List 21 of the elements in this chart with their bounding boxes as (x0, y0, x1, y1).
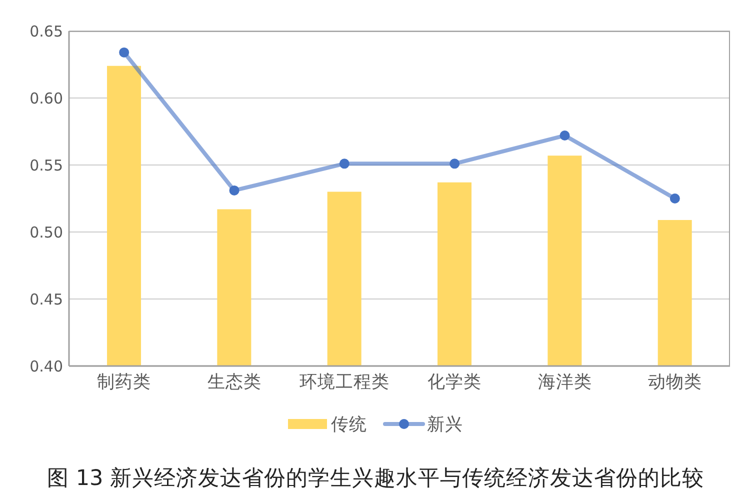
x-tick-label: 制药类 (97, 372, 152, 392)
legend-label: 新兴 (427, 414, 463, 436)
point (450, 158, 460, 169)
text: 图 13 新兴经济发达省份的学生兴趣水平与传统经济发达省份的比较 (46, 465, 706, 492)
y-tick-label: 0.55 (30, 156, 63, 174)
point (119, 47, 130, 58)
y-tick-label: 0.65 (30, 22, 63, 40)
x-tick-label: 环境工程类 (299, 371, 390, 392)
y-tick-label: 0.40 (30, 357, 63, 376)
y-tick-label: 0.60 (30, 89, 63, 108)
point (229, 185, 240, 196)
y-tick-label: 0.45 (30, 290, 63, 308)
x-tick-label: 海洋类 (538, 372, 592, 392)
point (339, 158, 350, 169)
legend-label: 传统 (331, 414, 367, 436)
x-tick-label: 生态类 (207, 372, 262, 392)
x-tick-label: 化学类 (428, 372, 482, 392)
y-tick-label: 0.50 (30, 223, 63, 242)
point (670, 194, 680, 204)
x-tick-label: 动物类 (648, 372, 702, 392)
point (560, 130, 570, 141)
